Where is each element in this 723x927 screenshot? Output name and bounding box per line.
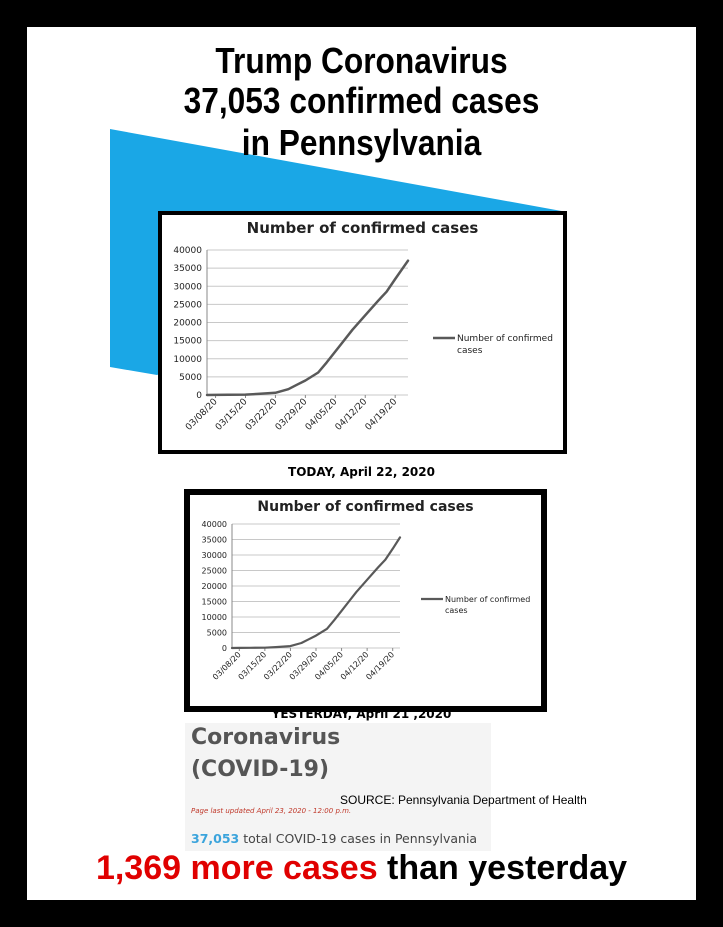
headline-line-2: 37,053 confirmed cases (183, 80, 540, 121)
health-department-panel: Coronavirus (COVID-19) Page last updated… (185, 723, 491, 851)
y-tick-label: 25000 (173, 300, 202, 310)
y-tick-label: 15000 (202, 598, 227, 607)
y-tick-label: 35000 (173, 264, 202, 274)
source-text: SOURCE: Pennsylvania Department of Healt… (340, 793, 587, 807)
chart-yesterday-svg: 40000 35000 30000 25000 20000 15000 10000 5000 0… (202, 520, 531, 682)
last-updated-text: Page last updated April 23, 2020 - 12:00… (191, 807, 352, 815)
bottom-headline-black: than yesterday (377, 849, 628, 887)
yesterday-caption: YESTERDAY, April 21 ,2020 (271, 707, 452, 721)
total-cases-number: 37,053 (191, 831, 240, 846)
series-line (205, 259, 410, 397)
y-tick-label: 5000 (179, 373, 202, 383)
legend-label: Number of confirmed (445, 595, 530, 604)
y-tick-label: 15000 (173, 337, 202, 347)
y-tick-label: 30000 (202, 551, 227, 560)
chart-today: Number of confirmed cases 40000 35000 3000… (158, 211, 567, 454)
health-title-line-1: Coronavirus (191, 725, 341, 750)
bottom-headline-red: 1,369 more cases (95, 849, 378, 887)
chart-yesterday: Number of confirmed cases 40000 35000 3000… (184, 489, 547, 712)
legend-label: Number of confirmed (457, 334, 553, 344)
y-tick-label: 20000 (173, 319, 202, 329)
chart-title: Number of confirmed cases (246, 219, 479, 237)
headline-line-3: in Pennsylvania (241, 122, 482, 163)
y-tick-label: 20000 (202, 582, 227, 591)
x-tick-label: 04/19/20 (364, 650, 396, 682)
y-tick-label: 0 (196, 391, 202, 401)
chart-title: Number of confirmed cases (257, 499, 474, 515)
legend-label-cont: cases (457, 346, 483, 356)
health-title-line-2: (COVID-19) (191, 757, 329, 782)
legend-label-cont: cases (445, 606, 468, 615)
y-tick-label: 25000 (202, 567, 227, 576)
x-tick-label: 04/19/20 (364, 397, 400, 433)
y-tick-label: 5000 (207, 629, 227, 638)
y-tick-label: 40000 (173, 246, 202, 256)
page: Trump Coronavirus 37,053 confirmed cases… (27, 27, 696, 900)
today-caption: TODAY, April 22, 2020 (288, 465, 435, 479)
y-tick-label: 40000 (202, 520, 227, 529)
total-cases-text: 37,053 total COVID-19 cases in Pennsylva… (191, 831, 477, 846)
y-tick-label: 10000 (202, 613, 227, 622)
bottom-headline: 1,369 more cases than yesterday (27, 849, 696, 888)
headline-line-1: Trump Coronavirus (215, 40, 508, 81)
total-cases-label: total COVID-19 cases in Pennsylvania (239, 831, 478, 846)
y-tick-label: 35000 (202, 536, 227, 545)
y-tick-label: 10000 (173, 355, 202, 365)
y-tick-label: 0 (222, 644, 227, 653)
y-tick-label: 30000 (173, 282, 202, 292)
chart-today-svg: 40000 35000 30000 25000 20000 15000 10000 5000 0… (173, 246, 553, 433)
series-line (230, 536, 402, 650)
